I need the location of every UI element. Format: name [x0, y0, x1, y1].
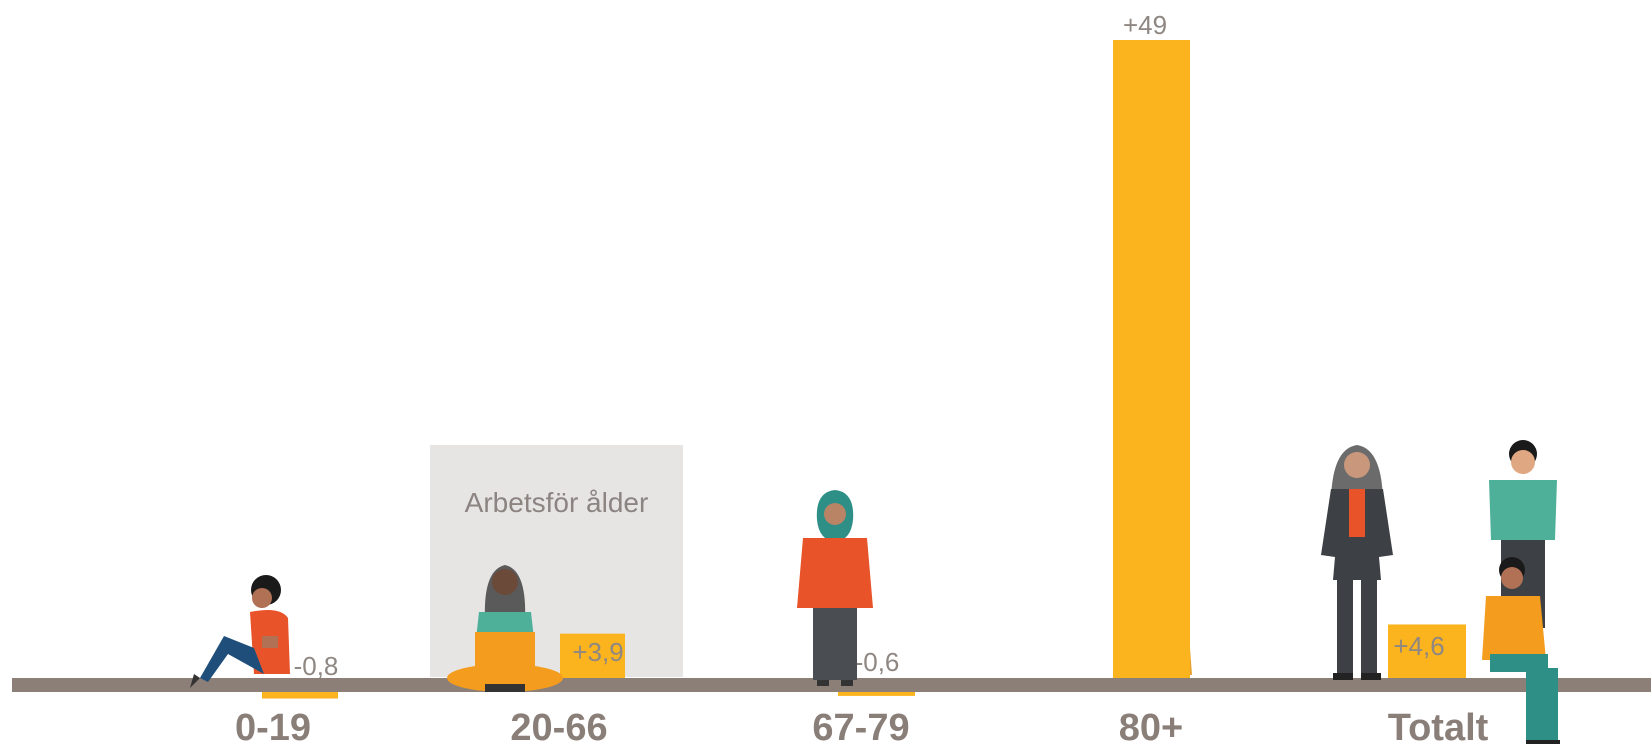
sitting-man-icon: [1482, 557, 1560, 744]
value-label-67-79: -0,6: [855, 647, 900, 677]
category-label-20-66: 20-66: [510, 707, 607, 744]
woman-in-hijab-icon: [797, 490, 873, 686]
bar-20-66: [560, 633, 625, 685]
value-label-20-66: +3,9: [572, 637, 623, 667]
value-label-Totalt: +4,6: [1393, 631, 1444, 661]
category-label-Totalt: Totalt: [1388, 707, 1489, 744]
value-label-80+: +49: [1123, 10, 1167, 40]
standing-woman-icon: [1321, 445, 1393, 680]
category-label-80+: 80+: [1119, 707, 1183, 744]
working-age-box: Arbetsför ålder: [430, 445, 683, 677]
sitting-child-icon: [190, 575, 290, 688]
woman-with-laptop-icon: [447, 565, 563, 692]
category-label-0-19: 0-19: [235, 707, 311, 744]
category-label-67-79: 67-79: [812, 707, 909, 744]
baseline: [12, 678, 1651, 692]
bar-Totalt: [1388, 624, 1466, 685]
value-label-0-19: -0,8: [294, 651, 339, 681]
bar-0-19: [262, 688, 338, 699]
bar-80+: [1113, 40, 1190, 685]
working-age-label: Arbetsför ålder: [464, 487, 649, 518]
